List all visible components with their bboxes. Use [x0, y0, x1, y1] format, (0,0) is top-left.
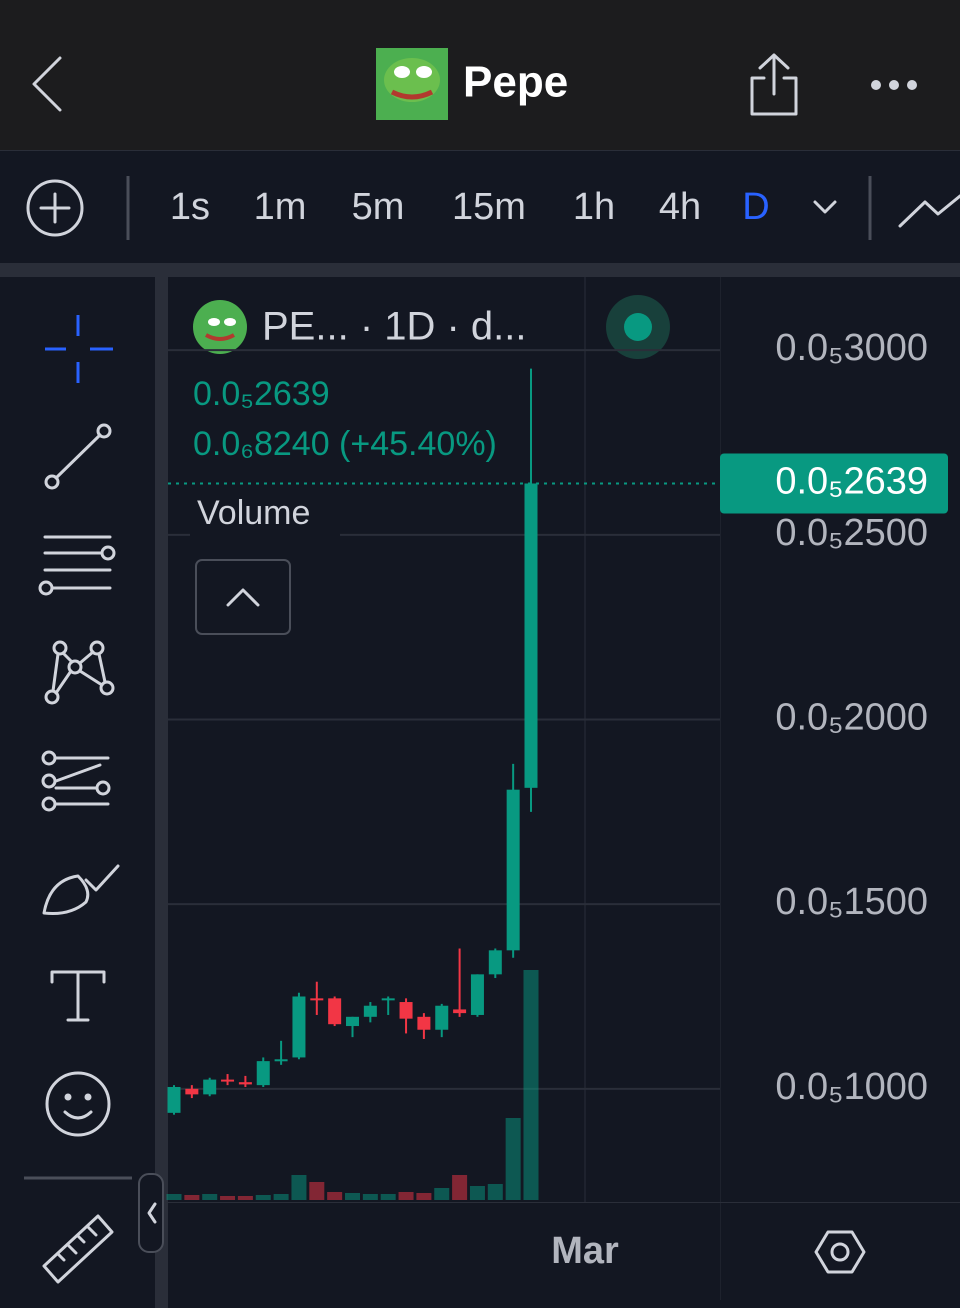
- candle-body: [453, 1009, 467, 1014]
- y-tick-label: 0.0₅1500: [775, 881, 928, 923]
- volume-bar: [398, 1192, 414, 1200]
- candle-body: [524, 483, 538, 788]
- candle-body: [381, 998, 395, 1001]
- candle-body: [399, 1002, 413, 1019]
- volume-bar: [434, 1188, 450, 1200]
- candle-body: [470, 974, 484, 1015]
- volume-bar: [273, 1194, 289, 1200]
- brush-tool[interactable]: [42, 864, 120, 915]
- timeframe-button[interactable]: 1s: [170, 186, 210, 228]
- share-button[interactable]: [750, 53, 798, 116]
- status-dot: [624, 313, 652, 341]
- fib-tool[interactable]: [41, 750, 111, 812]
- plot: 0.0₅1000 0.0₅1500 0.0₅2000 0.0₅2500 0.0₅3000: [166, 327, 928, 1200]
- volume-bar: [362, 1194, 378, 1200]
- text-tool[interactable]: [50, 970, 106, 1022]
- volume-bar: [255, 1195, 271, 1200]
- ruler-tool[interactable]: [42, 1214, 114, 1284]
- volume-bar: [220, 1196, 236, 1200]
- y-tick-label: 0.0₅1000: [775, 1066, 928, 1108]
- separator: [0, 263, 960, 277]
- legend-price: 0.0₅2639: [193, 375, 330, 413]
- timeframe-button[interactable]: 5m: [352, 186, 405, 228]
- last-price-tag: [720, 453, 948, 514]
- candle-body: [506, 789, 520, 951]
- volume-bar: [469, 1186, 485, 1200]
- timeframe-button[interactable]: 4h: [659, 186, 701, 228]
- candle-body: [238, 1082, 252, 1085]
- coin-logo: [376, 48, 448, 120]
- volume-bar: [327, 1192, 343, 1200]
- trend-line-tool[interactable]: [44, 423, 112, 490]
- y-tick-label: 0.0₅2000: [775, 697, 928, 739]
- timeframe-button[interactable]: 1m: [254, 186, 307, 228]
- collapse-panel-button[interactable]: [138, 1173, 164, 1253]
- volume-bar: [202, 1194, 218, 1200]
- y-tick-label: 0.0₅3000: [775, 327, 928, 369]
- horizontal-lines-tool[interactable]: [38, 535, 116, 596]
- candle-body: [185, 1088, 199, 1095]
- legend-collapse-button[interactable]: [195, 559, 291, 635]
- y-tick-label: 0.0₅2500: [775, 512, 928, 554]
- timeframe-button[interactable]: D: [742, 186, 769, 228]
- volume-bar: [487, 1184, 503, 1200]
- volume-bar: [505, 1118, 521, 1200]
- add-indicator-button[interactable]: [26, 179, 84, 237]
- candle-body: [363, 1005, 377, 1017]
- x-axis-label: Mar: [551, 1230, 619, 1272]
- back-button[interactable]: [32, 56, 62, 112]
- separator: [155, 277, 168, 1308]
- candle-body: [256, 1061, 270, 1086]
- volume-bar: [523, 970, 539, 1200]
- chart-type-button[interactable]: [898, 194, 960, 228]
- legend-change: 0.0₆8240 (+45.40%): [193, 425, 497, 463]
- volume-bar: [452, 1175, 468, 1200]
- timeframe-group: 1s 1m 5m 15m 1h 4h D: [170, 186, 770, 228]
- candle-body: [292, 996, 306, 1058]
- symbol-label[interactable]: PE... · 1D · d...: [262, 305, 527, 349]
- volume-bar: [380, 1194, 396, 1200]
- volume-bar: [309, 1182, 325, 1200]
- pattern-tool[interactable]: [44, 640, 115, 705]
- volume-bar: [166, 1194, 182, 1200]
- candle-body: [221, 1079, 235, 1082]
- volume-bar: [291, 1175, 307, 1200]
- header-title: Pepe: [463, 58, 568, 107]
- candle-body: [417, 1016, 431, 1030]
- candle-body: [435, 1005, 449, 1030]
- emoji-tool[interactable]: [45, 1071, 111, 1137]
- draw-panel-bg: [0, 277, 155, 1308]
- candle-body: [167, 1086, 181, 1113]
- volume-bar: [345, 1193, 360, 1200]
- symbol-logo: [193, 300, 247, 354]
- settings-button[interactable]: [814, 1230, 866, 1274]
- toolbar-bg: [0, 150, 960, 263]
- chart-bg: [168, 277, 960, 1308]
- timeframe-button[interactable]: 1h: [573, 186, 615, 228]
- candle-body: [274, 1059, 288, 1062]
- volume-bar: [416, 1193, 432, 1200]
- candle-body: [346, 1016, 359, 1027]
- volume-bar: [184, 1195, 200, 1200]
- timeframe-button[interactable]: 15m: [452, 186, 526, 228]
- header-bg: [0, 0, 960, 150]
- last-price-label: 0.0₅2639: [775, 461, 928, 503]
- volume-label-bg: [190, 492, 340, 536]
- volume-label: Volume: [197, 494, 310, 532]
- candle-body: [203, 1079, 217, 1095]
- candle-body: [310, 998, 324, 1001]
- crosshair-tool[interactable]: [45, 315, 113, 383]
- candle-body: [328, 998, 342, 1025]
- volume-bar: [237, 1196, 253, 1200]
- more-button[interactable]: [871, 80, 917, 90]
- candle-body: [488, 950, 502, 975]
- timeframe-dropdown[interactable]: [813, 200, 837, 214]
